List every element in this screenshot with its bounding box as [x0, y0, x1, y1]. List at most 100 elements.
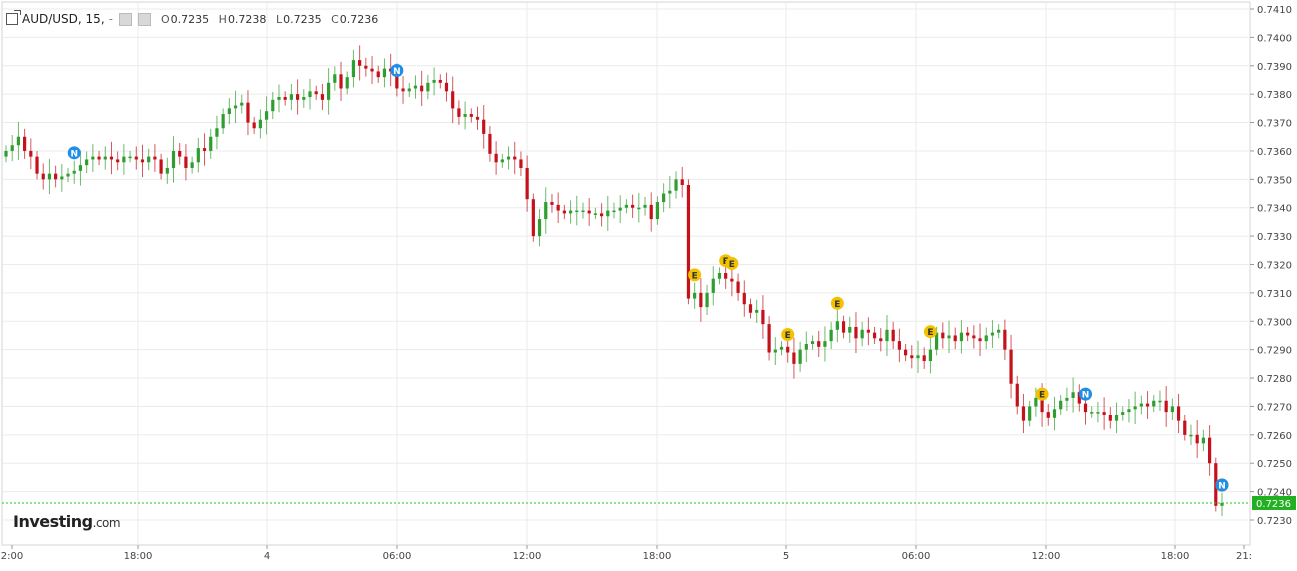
candle-body: [599, 213, 604, 217]
candle-body: [1090, 412, 1094, 414]
candle-body: [767, 324, 771, 353]
y-tick-label: 0.7400: [1257, 33, 1292, 44]
chart-type-icon[interactable]: [6, 10, 21, 25]
dropdown-dash[interactable]: -: [108, 12, 113, 26]
candle-body: [978, 338, 982, 342]
candle-body: [581, 210, 585, 213]
symbol-label[interactable]: AUD/USD, 15,: [22, 12, 105, 26]
open-value: 0.7235: [170, 12, 210, 26]
candle-body: [562, 210, 566, 214]
candle-body: [233, 105, 238, 109]
economic-event-marker[interactable]: E: [781, 328, 795, 342]
candle-body: [1034, 397, 1038, 407]
news-event-marker[interactable]: N: [67, 146, 81, 160]
candle-body: [364, 65, 368, 69]
economic-event-marker[interactable]: E: [923, 325, 937, 339]
candle-body: [333, 74, 337, 83]
candle-body: [289, 94, 293, 100]
candle-body: [531, 199, 535, 237]
candle-body: [990, 332, 995, 336]
candle-body: [513, 156, 517, 160]
y-tick-label: 0.7270: [1257, 402, 1292, 413]
candle-body: [879, 338, 883, 342]
candle-body: [320, 94, 325, 100]
x-tick-label: 18:00: [124, 551, 153, 562]
candle-body: [190, 162, 194, 168]
candle-body: [103, 156, 107, 160]
candle-body: [407, 88, 411, 92]
candle-body: [823, 341, 827, 347]
candle-body: [1201, 437, 1205, 444]
candle-body: [358, 60, 362, 66]
candle-body: [575, 210, 579, 213]
y-tick-label: 0.7340: [1257, 204, 1292, 215]
candle-body: [903, 349, 908, 356]
candle-body: [810, 341, 815, 344]
candle-body: [147, 156, 151, 163]
event-marker-circle: [923, 325, 937, 339]
candle-body: [196, 148, 200, 163]
candle-body: [804, 343, 808, 350]
candle-body: [1183, 420, 1187, 435]
candle-body: [432, 79, 436, 83]
candle-body: [382, 68, 387, 78]
plot-frame: [1, 1, 1251, 546]
economic-event-marker[interactable]: E: [1035, 387, 1049, 401]
candle-body: [1015, 383, 1019, 407]
news-event-marker[interactable]: N: [1079, 387, 1093, 401]
candle-body: [1003, 329, 1007, 350]
candle-body: [475, 116, 480, 120]
event-marker-circle: [688, 268, 702, 282]
candle-body: [1096, 412, 1100, 414]
x-tick-label: 06:00: [383, 551, 412, 562]
candle-body: [792, 352, 796, 364]
eye-icon[interactable]: [118, 12, 132, 26]
candle-body: [1207, 437, 1212, 464]
candle-body: [866, 329, 870, 333]
candle-body: [550, 202, 554, 205]
event-marker-circle: [1079, 387, 1093, 401]
news-event-marker[interactable]: N: [1215, 478, 1229, 492]
candle-body: [451, 91, 455, 109]
candle-body: [351, 60, 356, 78]
candle-body: [984, 335, 988, 342]
candle-body: [116, 159, 120, 163]
event-marker-label: E: [692, 271, 698, 281]
candle-body: [1059, 400, 1063, 410]
candle-body: [717, 273, 722, 279]
economic-event-marker[interactable]: E: [725, 257, 739, 271]
economic-event-marker[interactable]: E: [688, 268, 702, 282]
candle-body: [488, 133, 492, 154]
candle-body: [649, 204, 653, 220]
close-value: 0.7236: [339, 12, 379, 26]
candle-body: [1127, 409, 1131, 413]
candle-body: [519, 159, 523, 168]
candle-body: [97, 156, 101, 160]
logo-main: Investing: [13, 512, 93, 531]
chart-header: AUD/USD, 15, - O0.7235 H0.7238 L0.7235 C…: [6, 9, 384, 29]
candle-body: [54, 173, 58, 180]
y-tick-label: 0.7320: [1257, 261, 1292, 272]
candle-body: [457, 108, 461, 117]
settings-icon[interactable]: [137, 12, 151, 26]
y-tick-label: 0.7290: [1257, 346, 1292, 357]
candle-body: [935, 332, 939, 350]
candle-body: [525, 167, 529, 200]
candle-body: [1102, 412, 1106, 415]
event-marker-label: E: [1039, 391, 1045, 401]
candle-body: [153, 156, 157, 160]
y-tick-label: 0.7410: [1257, 5, 1292, 16]
last-price-label: 0.7236: [1256, 499, 1291, 510]
news-event-marker[interactable]: N: [390, 63, 404, 77]
candle-body: [277, 97, 281, 100]
candle-body: [860, 329, 864, 339]
candle-body: [122, 156, 126, 163]
candle-body: [215, 128, 219, 137]
candle-body: [705, 292, 709, 308]
close-label: C: [331, 12, 339, 26]
candle-body: [128, 156, 132, 159]
candle-body: [624, 204, 629, 208]
economic-event-marker[interactable]: E: [830, 296, 844, 310]
